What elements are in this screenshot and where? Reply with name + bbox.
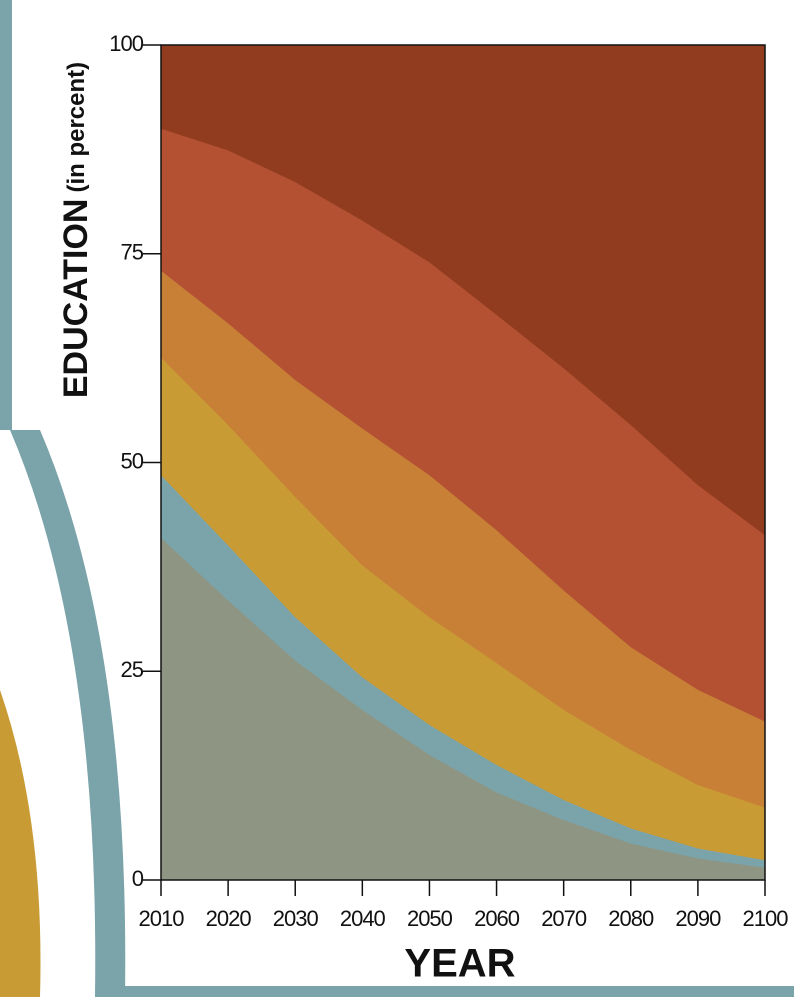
page: 0 25 50 75 100 2010 2020 2030 2040 2050 2060 2070 20… bbox=[0, 0, 794, 997]
x-tick-label: 2050 bbox=[407, 906, 453, 931]
x-tick-label: 2010 bbox=[139, 906, 185, 931]
x-tick-label: 2100 bbox=[743, 906, 789, 931]
plot: 0 25 50 75 100 2010 2020 2030 2040 2050 2060 2070 20… bbox=[109, 31, 788, 931]
frame-bar bbox=[0, 0, 12, 430]
x-tick-label: 2070 bbox=[541, 906, 587, 931]
frame-bottom bbox=[118, 986, 794, 997]
y-axis-label: EDUCATION (in percent) bbox=[57, 62, 95, 398]
x-tick-label: 2090 bbox=[675, 906, 721, 931]
x-tick-label: 2020 bbox=[206, 906, 252, 931]
y-tick-label: 50 bbox=[121, 448, 144, 473]
x-tick-label: 2080 bbox=[608, 906, 654, 931]
x-tick-label: 2030 bbox=[273, 906, 319, 931]
x-tick-label: 2060 bbox=[474, 906, 520, 931]
gold-arc bbox=[0, 690, 41, 997]
y-label-main: EDUCATION bbox=[57, 199, 95, 399]
y-tick-label: 75 bbox=[121, 240, 144, 265]
x-tick-label: 2040 bbox=[340, 906, 386, 931]
y-tick-label: 25 bbox=[121, 657, 144, 682]
x-axis-label: YEAR bbox=[404, 942, 515, 986]
y-tick-label: 100 bbox=[109, 31, 143, 56]
y-label-unit: (in percent) bbox=[63, 62, 90, 193]
y-tick-label: 0 bbox=[132, 866, 144, 891]
chart: 0 25 50 75 100 2010 2020 2030 2040 2050 2060 2070 20… bbox=[0, 0, 794, 997]
